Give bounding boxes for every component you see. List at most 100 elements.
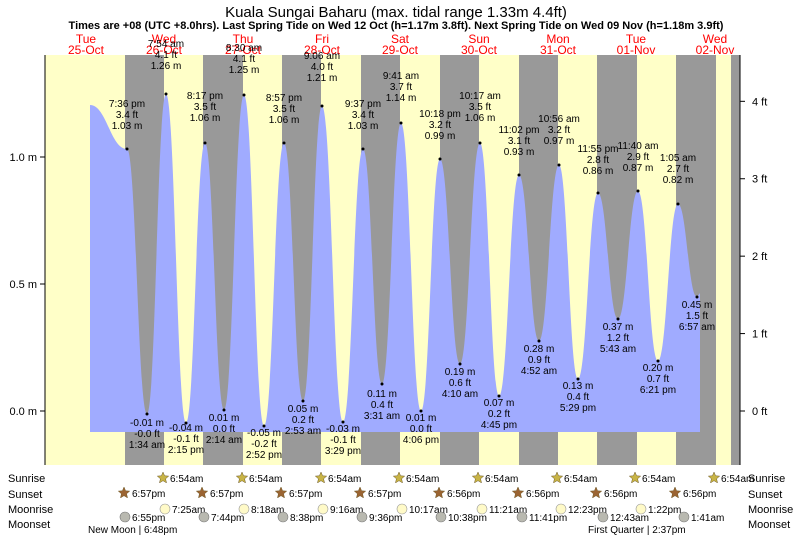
sunrise-time: 6:54am bbox=[485, 474, 518, 485]
moonrise-time: 11:21am bbox=[489, 505, 527, 516]
moonrise-icon bbox=[396, 503, 408, 515]
row-label-left: Moonset bbox=[8, 519, 50, 531]
day-label: Sat bbox=[391, 32, 410, 46]
svg-text:5:43 am: 5:43 am bbox=[600, 344, 636, 355]
date-label: 28-Oct bbox=[304, 43, 341, 57]
tide-extreme: 11:55 pm2.8 ft0.86 m bbox=[578, 144, 619, 195]
sunset-time: 6:57pm bbox=[132, 489, 165, 500]
tide-extreme: -0.05 m-0.2 ft2:52 pm bbox=[246, 424, 282, 461]
sun-icon bbox=[117, 486, 131, 499]
row-label-right: Moonset bbox=[748, 519, 790, 531]
svg-text:0.0 ft: 0.0 ft bbox=[213, 424, 235, 435]
moonrise-icon bbox=[159, 503, 171, 515]
svg-text:1.25 m: 1.25 m bbox=[229, 65, 260, 76]
sun-icon bbox=[314, 471, 328, 484]
sun-icon bbox=[471, 471, 485, 484]
svg-text:2:52 pm: 2:52 pm bbox=[246, 450, 282, 461]
svg-text:0.45 m: 0.45 m bbox=[682, 300, 713, 311]
svg-text:11:55 pm: 11:55 pm bbox=[578, 144, 619, 155]
sun-icon bbox=[156, 471, 170, 484]
date-label: 02-Nov bbox=[696, 43, 735, 57]
svg-text:2:14 am: 2:14 am bbox=[206, 435, 242, 446]
svg-text:3:29 pm: 3:29 pm bbox=[325, 446, 361, 457]
tide-extreme: 8:30 am4.1 ft1.25 m bbox=[226, 43, 262, 97]
svg-text:9:41 am: 9:41 am bbox=[383, 71, 419, 82]
moonset-time: 6:55pm bbox=[132, 513, 165, 524]
y-tick-label: 2 ft bbox=[752, 251, 767, 263]
tide-extreme: 0.19 m0.6 ft4:10 am bbox=[442, 362, 478, 400]
sunset-time: 6:56pm bbox=[447, 489, 480, 500]
svg-text:3.7 ft: 3.7 ft bbox=[390, 82, 412, 93]
svg-text:10:56 am: 10:56 am bbox=[538, 114, 580, 125]
svg-text:8:30 am: 8:30 am bbox=[226, 43, 262, 54]
svg-text:-0.04 m: -0.04 m bbox=[169, 423, 203, 434]
svg-text:8:57 pm: 8:57 pm bbox=[266, 93, 302, 104]
svg-text:6:57 am: 6:57 am bbox=[679, 322, 715, 333]
svg-text:1.5 ft: 1.5 ft bbox=[686, 311, 708, 322]
sunset-time: 6:56pm bbox=[526, 489, 559, 500]
moonset-icon bbox=[277, 511, 289, 523]
chart-title: Kuala Sungai Baharu (max. tidal range 1.… bbox=[225, 4, 567, 21]
day-label: Fri bbox=[315, 32, 329, 46]
sunset-time: 6:57pm bbox=[289, 489, 322, 500]
sunrise-time: 6:54am bbox=[564, 474, 597, 485]
sun-icon bbox=[274, 486, 288, 499]
svg-text:-0.1 ft: -0.1 ft bbox=[330, 435, 356, 446]
tide-labels: 7:36 pm3.4 ft1.03 m-0.01 m-0.0 ft1:34 am… bbox=[109, 39, 715, 461]
svg-text:0.87 m: 0.87 m bbox=[623, 163, 654, 174]
svg-text:0.19 m: 0.19 m bbox=[445, 367, 476, 378]
svg-text:4:06 pm: 4:06 pm bbox=[403, 435, 439, 446]
svg-text:0.9 ft: 0.9 ft bbox=[528, 355, 550, 366]
tide-extreme: 11:40 am2.9 ft0.87 m bbox=[618, 141, 658, 193]
axes: 0.0 m 0.5 m 1.0 m 0 ft 1 ft 2 ft 3 ft 4 ft bbox=[9, 55, 767, 465]
svg-text:9:37 pm: 9:37 pm bbox=[345, 99, 381, 110]
sunset-time: 6:56pm bbox=[604, 489, 637, 500]
svg-text:0.86 m: 0.86 m bbox=[583, 166, 614, 177]
svg-text:-0.05 m: -0.05 m bbox=[247, 428, 281, 439]
svg-text:2.8 ft: 2.8 ft bbox=[587, 155, 609, 166]
svg-text:0.93 m: 0.93 m bbox=[504, 147, 535, 158]
day-label: Wed bbox=[703, 32, 727, 46]
svg-text:2:15 pm: 2:15 pm bbox=[168, 445, 204, 456]
sunrise-time: 6:54am bbox=[406, 474, 439, 485]
moon-phase: First Quarter | 2:37pm bbox=[588, 525, 686, 536]
svg-text:0.99 m: 0.99 m bbox=[425, 131, 456, 142]
date-label: 25-Oct bbox=[68, 43, 105, 57]
tide-extreme: 0.45 m1.5 ft6:57 am bbox=[679, 295, 715, 333]
svg-text:3:31 am: 3:31 am bbox=[364, 411, 400, 422]
moon-phase: New Moon | 6:48pm bbox=[88, 525, 177, 536]
sun-icon bbox=[353, 486, 367, 499]
svg-text:3.4 ft: 3.4 ft bbox=[116, 110, 138, 121]
tide-extreme: 0.01 m0.0 ft4:06 pm bbox=[403, 409, 439, 446]
day-label: Wed bbox=[152, 32, 176, 46]
day-labels: Tue25-OctWed26-OctThu27-OctFri28-OctSat2… bbox=[68, 32, 734, 57]
svg-text:6:21 pm: 6:21 pm bbox=[640, 385, 676, 396]
svg-text:4.1 ft: 4.1 ft bbox=[155, 50, 177, 61]
tide-extreme: 0.28 m0.9 ft4:52 am bbox=[521, 339, 557, 377]
sunrise-time: 6:54am bbox=[249, 474, 282, 485]
svg-text:11:02 pm: 11:02 pm bbox=[499, 125, 540, 136]
y-tick-label: 0.0 m bbox=[9, 406, 37, 418]
day-label: Thu bbox=[233, 32, 254, 46]
svg-text:1.06 m: 1.06 m bbox=[269, 115, 300, 126]
svg-text:10:18 pm: 10:18 pm bbox=[419, 109, 461, 120]
svg-text:0.4 ft: 0.4 ft bbox=[371, 400, 393, 411]
tide-extreme: 10:17 am3.5 ft1.06 m bbox=[459, 91, 501, 145]
svg-text:4:52 am: 4:52 am bbox=[521, 366, 557, 377]
svg-text:0.13 m: 0.13 m bbox=[563, 381, 594, 392]
sun-icon bbox=[550, 471, 564, 484]
date-label: 27-Oct bbox=[225, 43, 262, 57]
svg-text:3.4 ft: 3.4 ft bbox=[352, 110, 374, 121]
tide-extreme: 7:36 pm3.4 ft1.03 m bbox=[109, 99, 145, 151]
moonset-icon bbox=[516, 511, 528, 523]
day-label: Mon bbox=[546, 32, 569, 46]
svg-text:7:54 am: 7:54 am bbox=[148, 39, 184, 50]
svg-text:3.5 ft: 3.5 ft bbox=[194, 102, 216, 113]
moonset-icon bbox=[678, 511, 690, 523]
moonset-time: 11:41pm bbox=[529, 513, 567, 524]
row-label-left: Sunrise bbox=[8, 473, 45, 485]
svg-text:2:53 am: 2:53 am bbox=[285, 426, 321, 437]
sun-icon bbox=[432, 486, 446, 499]
svg-text:0.28 m: 0.28 m bbox=[524, 344, 555, 355]
chart-subtitle: Times are +08 (UTC +8.0hrs). Last Spring… bbox=[69, 20, 724, 32]
